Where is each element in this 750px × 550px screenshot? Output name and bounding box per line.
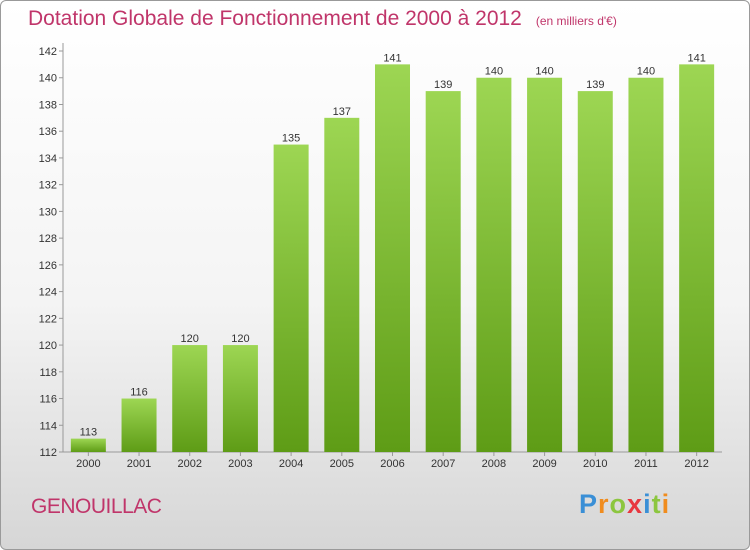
proxiti-logo: Proxiti: [579, 489, 670, 520]
x-tick-label: 2006: [380, 458, 404, 470]
bar: [375, 64, 410, 452]
bar-value-label: 120: [231, 333, 249, 345]
y-tick-label: 112: [39, 447, 57, 459]
bar-value-label: 137: [333, 106, 351, 118]
y-tick-label: 128: [39, 233, 57, 245]
bar-value-label: 139: [434, 79, 452, 91]
bar: [577, 91, 613, 452]
bar: [679, 64, 715, 452]
bar: [527, 77, 563, 452]
x-tick-label: 2005: [330, 458, 354, 470]
y-tick-label: 132: [39, 180, 57, 192]
x-tick-label: 2004: [279, 458, 303, 470]
bar-value-label: 116: [130, 387, 148, 399]
y-tick-label: 140: [39, 73, 57, 85]
bar: [121, 398, 157, 452]
y-tick-label: 138: [39, 99, 57, 111]
logo-letter: t: [651, 489, 662, 519]
x-tick-label: 2003: [228, 458, 252, 470]
chart-title-text: Dotation Globale de Fonctionnement de 20…: [28, 7, 522, 30]
x-tick-label: 2008: [482, 458, 506, 470]
x-tick-label: 2011: [634, 458, 658, 470]
logo-letter: r: [598, 489, 610, 519]
bar: [222, 345, 258, 452]
bar-value-label: 139: [586, 79, 604, 91]
y-tick-label: 126: [39, 260, 57, 272]
bar-value-label: 140: [485, 66, 503, 78]
logo-letter: o: [609, 489, 628, 519]
bar-value-label: 120: [181, 333, 199, 345]
chart-unit: (en milliers d'€): [535, 14, 617, 28]
y-tick-label: 142: [39, 46, 57, 58]
x-tick-label: 2002: [177, 458, 201, 470]
y-tick-label: 134: [39, 153, 57, 165]
bar-value-label: 135: [282, 133, 300, 145]
bar: [273, 144, 309, 453]
x-tick-label: 2001: [127, 458, 151, 470]
y-tick-label: 124: [39, 287, 57, 299]
commune-name: GENOUILLAC: [31, 495, 162, 518]
y-tick-label: 130: [39, 206, 57, 218]
x-tick-label: 2007: [431, 458, 455, 470]
y-tick-label: 114: [39, 420, 57, 432]
y-tick-label: 118: [39, 367, 57, 379]
bar-value-label: 140: [535, 66, 553, 78]
chart-title: Dotation Globale de Fonctionnement de 20…: [28, 7, 617, 31]
y-tick-label: 136: [39, 126, 57, 138]
x-tick-label: 2000: [76, 458, 100, 470]
logo-letter: i: [661, 489, 671, 519]
bar: [324, 117, 360, 452]
bar: [628, 77, 664, 452]
x-tick-label: 2012: [684, 458, 708, 470]
bar-value-label: 141: [383, 52, 401, 64]
bar-value-label: 141: [687, 52, 705, 64]
y-tick-label: 120: [39, 340, 57, 352]
bar: [70, 438, 106, 452]
y-tick-label: 122: [39, 313, 57, 325]
x-tick-label: 2009: [532, 458, 556, 470]
bar: [476, 77, 512, 452]
y-tick-label: 116: [39, 394, 57, 406]
bar: [425, 91, 461, 452]
bar-value-label: 113: [80, 427, 98, 439]
x-tick-label: 2010: [583, 458, 607, 470]
logo-letter: P: [579, 489, 599, 519]
bar-value-label: 140: [637, 66, 655, 78]
logo-letter: x: [627, 489, 644, 519]
logo-letter: i: [643, 489, 652, 519]
bar: [172, 345, 208, 452]
